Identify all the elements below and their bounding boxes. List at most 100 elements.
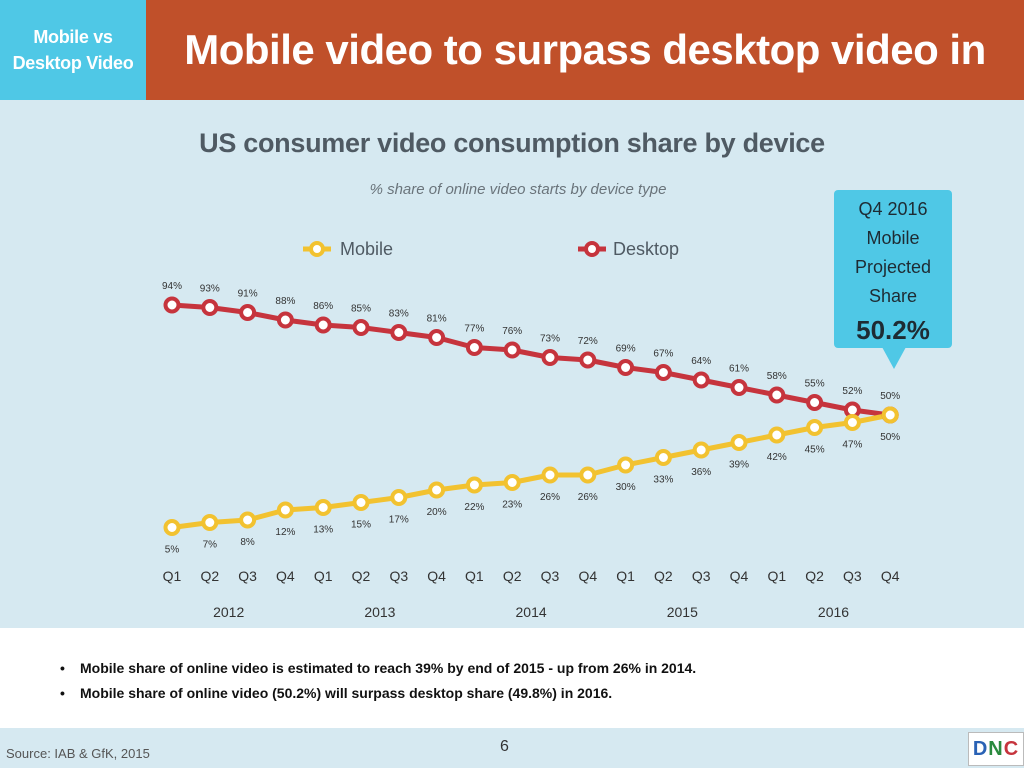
projection-callout: Q4 2016 Mobile Projected Share 50.2% xyxy=(834,190,952,348)
mobile-point xyxy=(692,441,710,459)
desktop-data-label: 50% xyxy=(880,391,900,402)
mobile-data-label: 8% xyxy=(240,537,255,548)
takeaway-item: Mobile share of online video is estimate… xyxy=(60,656,696,681)
callout-line-device: Mobile xyxy=(866,228,920,248)
desktop-data-label: 77% xyxy=(464,324,484,335)
desktop-data-label: 91% xyxy=(238,289,258,300)
x-tick-label: Q2 xyxy=(654,568,673,584)
mobile-data-label: 20% xyxy=(427,507,447,518)
legend-desktop-marker xyxy=(584,241,600,257)
mobile-data-label: 47% xyxy=(842,440,862,451)
desktop-data-label: 67% xyxy=(653,349,673,360)
chart-area xyxy=(0,100,1024,628)
mobile-point xyxy=(201,514,219,531)
desktop-point xyxy=(163,296,181,314)
desktop-data-label: 55% xyxy=(805,379,825,390)
mobile-data-label: 13% xyxy=(313,525,333,536)
desktop-data-label: 81% xyxy=(427,314,447,325)
desktop-data-label: 72% xyxy=(578,336,598,347)
legend-desktop-label: Desktop xyxy=(613,239,679,259)
desktop-data-label: 83% xyxy=(389,309,409,320)
section-tag-line1: Mobile vs xyxy=(33,27,113,47)
desktop-data-label: 69% xyxy=(616,344,636,355)
desktop-data-label: 73% xyxy=(540,334,560,345)
mobile-data-label: 26% xyxy=(578,492,598,503)
mobile-point xyxy=(428,481,446,499)
desktop-point xyxy=(390,324,408,341)
x-tick-label: Q4 xyxy=(578,568,597,584)
takeaway-item: Mobile share of online video (50.2%) wil… xyxy=(60,681,696,706)
desktop-data-label: 85% xyxy=(351,304,371,315)
x-tick-label: Q1 xyxy=(767,568,786,584)
section-tag: Mobile vs Desktop Video xyxy=(0,0,146,100)
desktop-point xyxy=(239,304,257,321)
mobile-point xyxy=(390,489,408,506)
mobile-data-label: 45% xyxy=(805,445,825,456)
desktop-point xyxy=(314,316,332,334)
mobile-data-label: 26% xyxy=(540,492,560,503)
desktop-data-label: 64% xyxy=(691,356,711,367)
mobile-point xyxy=(617,456,635,474)
x-tick-label: Q3 xyxy=(692,568,711,584)
x-tick-label: Q4 xyxy=(881,568,900,584)
x-tick-label: Q4 xyxy=(730,568,749,584)
mobile-data-label: 36% xyxy=(691,467,711,478)
year-label: 2015 xyxy=(667,604,698,620)
desktop-data-label: 76% xyxy=(502,326,522,337)
mobile-data-label: 23% xyxy=(502,500,522,511)
chart: Mobile Desktop 94% 93% 91% 88% 86% 85% 83% 81% 77%… xyxy=(162,239,900,620)
desktop-point xyxy=(465,339,483,356)
logo-letter-d: D xyxy=(972,737,989,760)
desktop-point xyxy=(201,299,219,316)
legend-mobile-marker xyxy=(309,241,325,257)
desktop-point xyxy=(730,379,748,396)
callout-pointer xyxy=(882,347,906,369)
mobile-data-label: 7% xyxy=(203,540,218,551)
page-number: 6 xyxy=(500,738,509,755)
mobile-data-label: 42% xyxy=(767,452,787,463)
x-tick-label: Q1 xyxy=(163,568,182,584)
mobile-point xyxy=(465,476,483,494)
x-tick-label: Q2 xyxy=(805,568,824,584)
desktop-point xyxy=(617,359,635,376)
x-tick-label: Q3 xyxy=(843,568,862,584)
desktop-point xyxy=(352,319,370,336)
callout-line-projected: Projected xyxy=(854,257,932,277)
year-label: 2014 xyxy=(516,604,547,620)
logo-letter-n: N xyxy=(988,737,1004,760)
x-tick-label: Q3 xyxy=(238,568,257,584)
desktop-point xyxy=(503,341,521,359)
callout-line-share: Share xyxy=(868,286,918,306)
mobile-data-label: 12% xyxy=(275,527,295,538)
mobile-point xyxy=(541,466,559,484)
dnc-logo: D N C xyxy=(968,732,1024,766)
chart-subtitle: % share of online video starts by device… xyxy=(369,181,667,198)
mobile-data-label: 33% xyxy=(653,475,673,486)
x-tick-label: Q2 xyxy=(503,568,522,584)
footer xyxy=(0,728,1024,768)
callout-value: 50.2% xyxy=(856,315,930,345)
callout-line-period: Q4 2016 xyxy=(858,199,928,219)
year-label: 2016 xyxy=(818,604,849,620)
desktop-point xyxy=(654,364,672,381)
logo-letter-c: C xyxy=(1003,737,1020,760)
desktop-data-label: 94% xyxy=(162,281,182,292)
mobile-point xyxy=(352,494,370,511)
mobile-data-label: 39% xyxy=(729,460,749,471)
x-tick-label: Q1 xyxy=(314,568,333,584)
desktop-point xyxy=(428,329,446,346)
desktop-point xyxy=(692,371,710,389)
mobile-point xyxy=(239,511,257,529)
x-tick-label: Q1 xyxy=(465,568,484,584)
x-tick-label: Q2 xyxy=(352,568,371,584)
desktop-data-label: 88% xyxy=(275,296,295,307)
mobile-data-label: 22% xyxy=(464,502,484,513)
mobile-point xyxy=(163,519,181,536)
desktop-point xyxy=(276,311,294,329)
key-takeaways: Mobile share of online video is estimate… xyxy=(0,628,1024,728)
desktop-point xyxy=(806,394,824,411)
mobile-point xyxy=(276,501,294,519)
year-label: 2012 xyxy=(213,604,244,620)
desktop-data-label: 93% xyxy=(200,284,220,295)
desktop-data-label: 58% xyxy=(767,371,787,382)
